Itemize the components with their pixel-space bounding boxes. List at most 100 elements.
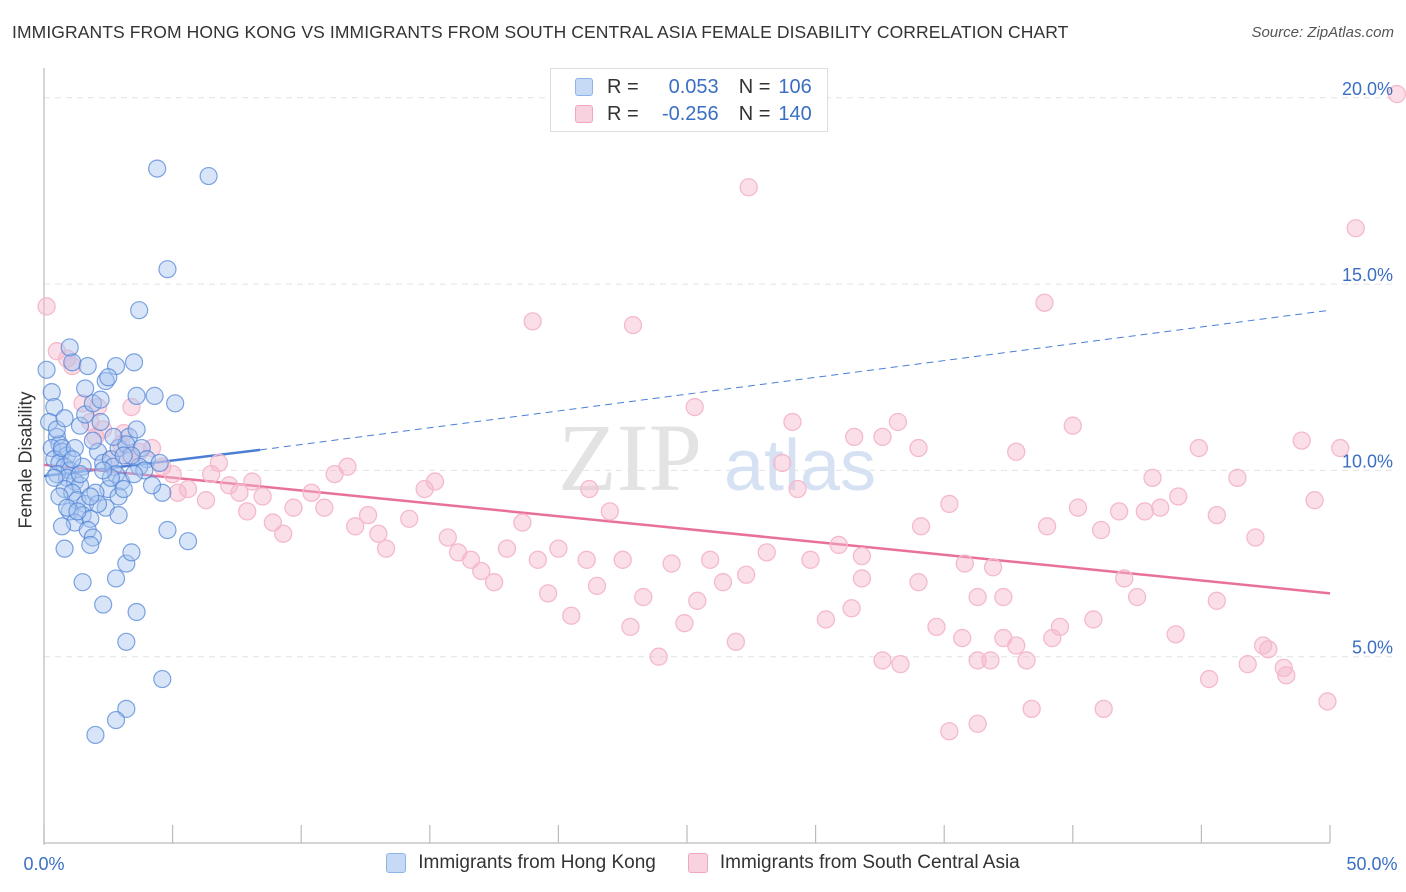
data-point-south-central-asia (1246, 528, 1265, 547)
watermark-atlas: atlas (724, 426, 876, 506)
axes (43, 68, 1331, 845)
data-point-hong-kong (166, 394, 185, 413)
data-point-south-central-asia (675, 614, 694, 633)
data-point-south-central-asia (621, 617, 640, 637)
data-point-hong-kong (73, 573, 92, 592)
data-point-south-central-asia (376, 539, 396, 558)
data-point-south-central-asia (1068, 498, 1088, 517)
data-point-south-central-asia (580, 479, 599, 499)
legend: R = 0.053 N = 106 R = -0.256 N = 140 (550, 68, 828, 132)
bottom-legend-label: Immigrants from South Central Asia (719, 852, 1020, 873)
data-point-south-central-asia (1387, 84, 1406, 104)
data-point-south-central-asia (1091, 520, 1111, 540)
data-point-hong-kong (122, 543, 141, 562)
data-point-hong-kong (148, 159, 167, 178)
data-point-south-central-asia (523, 312, 542, 331)
data-point-hong-kong (117, 632, 136, 651)
data-point-hong-kong (55, 409, 74, 428)
data-point-hong-kong (114, 446, 133, 465)
bottom-legend-swatch-blue (386, 853, 407, 873)
data-point-hong-kong (63, 450, 82, 469)
data-point-south-central-asia (538, 584, 558, 603)
data-point-south-central-asia (983, 558, 1003, 577)
data-point-south-central-asia (37, 297, 56, 316)
data-point-south-central-asia (209, 453, 229, 473)
data-point-south-central-asia (1094, 699, 1113, 719)
data-point-south-central-asia (981, 651, 1000, 670)
data-point-south-central-asia (662, 554, 681, 573)
data-point-hong-kong (37, 360, 56, 379)
data-point-south-central-asia (600, 502, 619, 521)
y-tick-label: 10.0% (1342, 451, 1393, 471)
data-point-south-central-asia (968, 587, 987, 607)
data-point-hong-kong (81, 535, 100, 555)
data-point-hong-kong (178, 532, 198, 551)
data-point-south-central-asia (1169, 487, 1188, 506)
data-point-hong-kong (40, 412, 59, 432)
data-point-south-central-asia (788, 479, 807, 499)
data-point-south-central-asia (842, 599, 861, 618)
data-point-south-central-asia (1277, 666, 1296, 685)
data-point-hong-kong (60, 338, 79, 357)
legend-r-label: R = (607, 102, 639, 125)
data-point-hong-kong (91, 412, 110, 432)
trend-line-south-central-asia (43, 463, 1331, 595)
data-point-hong-kong (76, 379, 95, 398)
data-point-south-central-asia (1305, 491, 1324, 510)
chart-title: IMMIGRANTS FROM HONG KONG VS IMMIGRANTS … (12, 22, 1069, 42)
data-point-hong-kong (124, 465, 144, 484)
data-point-south-central-asia (994, 587, 1013, 607)
data-point-south-central-asia (700, 550, 720, 569)
data-point-hong-kong (70, 416, 90, 435)
data-point-south-central-asia (528, 550, 547, 569)
data-point-hong-kong (117, 699, 136, 718)
data-point-hong-kong (106, 569, 126, 588)
data-point-hong-kong (99, 368, 118, 387)
data-point-south-central-asia (1166, 625, 1185, 644)
source-label: Source: ZipAtlas.com (1251, 24, 1394, 41)
data-point-south-central-asia (513, 513, 532, 532)
data-point-south-central-asia (315, 498, 334, 517)
data-point-south-central-asia (783, 412, 802, 432)
data-point-hong-kong (199, 166, 218, 186)
data-point-south-central-asia (338, 457, 357, 476)
data-point-hong-kong (104, 427, 123, 446)
x-tick-label-min: 0.0% (23, 854, 64, 874)
legend-row-hong-kong: R = 0.053 N = 106 (575, 74, 812, 100)
data-point-south-central-asia (1007, 636, 1026, 655)
data-point-south-central-asia (911, 517, 931, 536)
data-point-hong-kong (42, 383, 61, 402)
y-tick-label: 15.0% (1342, 265, 1393, 285)
data-point-south-central-asia (873, 427, 892, 447)
data-point-south-central-asia (1135, 502, 1154, 521)
data-point-hong-kong (130, 301, 149, 320)
bottom-legend-label: Immigrants from Hong Kong (418, 852, 656, 873)
data-point-south-central-asia (274, 524, 293, 543)
bottom-legend-swatch-pink (687, 853, 708, 873)
data-point-south-central-asia (953, 628, 972, 648)
data-point-south-central-asia (497, 539, 517, 558)
data-point-south-central-asia (461, 550, 481, 569)
data-point-south-central-asia (623, 315, 643, 335)
y-axis-label: Female Disability (15, 391, 36, 529)
data-point-hong-kong (52, 517, 72, 536)
data-point-hong-kong (55, 539, 74, 558)
data-point-south-central-asia (1043, 628, 1062, 648)
data-point-hong-kong (81, 487, 100, 506)
data-point-south-central-asia (726, 632, 746, 651)
data-point-south-central-asia (1318, 692, 1337, 711)
data-point-south-central-asia (1207, 591, 1226, 610)
data-point-hong-kong (83, 528, 102, 547)
data-point-south-central-asia (243, 472, 262, 491)
data-point-hong-kong (42, 438, 61, 458)
data-point-south-central-asia (713, 573, 733, 592)
data-point-south-central-asia (1143, 468, 1162, 488)
data-point-hong-kong (94, 461, 113, 480)
data-point-south-central-asia (577, 550, 596, 569)
data-point-south-central-asia (253, 487, 272, 506)
data-point-hong-kong (158, 520, 177, 540)
data-point-south-central-asia (873, 651, 892, 670)
data-point-south-central-asia (773, 453, 792, 473)
watermark: ZIP atlas (558, 404, 876, 511)
